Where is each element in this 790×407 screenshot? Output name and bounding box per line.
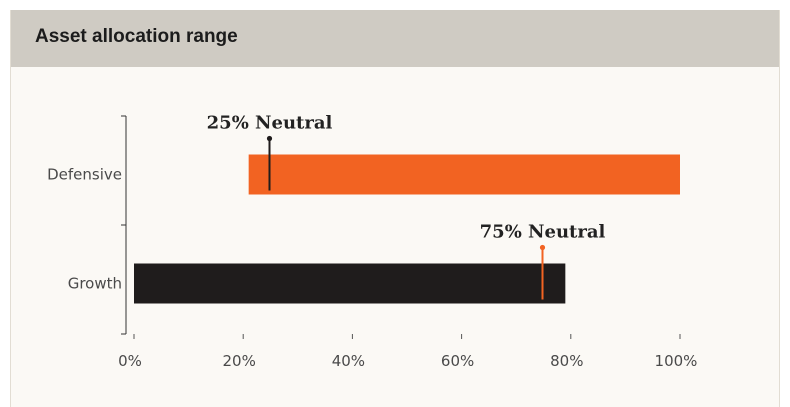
card-header: Asset allocation range xyxy=(11,10,779,67)
chart-card: Asset allocation range xyxy=(10,10,780,407)
x-tick-label: 80% xyxy=(550,352,583,370)
bar-layer xyxy=(134,154,680,304)
x-tick-label: 0% xyxy=(118,352,142,370)
category-label: Growth xyxy=(68,275,122,293)
x-tick-label: 40% xyxy=(332,352,365,370)
neutral-label: 75% Neutral xyxy=(480,222,606,243)
chart-title: Asset allocation range xyxy=(35,26,238,47)
annotation-layer: 25% Neutral 75% Neutral xyxy=(207,113,606,300)
x-tick-label: 20% xyxy=(223,352,256,370)
neutral-label: 25% Neutral xyxy=(207,113,333,134)
category-label: Defensive xyxy=(47,166,122,184)
axis-layer: 0% 20% 40% 60% 80% 100% Defensive Growth xyxy=(47,115,698,370)
x-tick-label: 60% xyxy=(441,352,474,370)
neutral-marker-dot xyxy=(266,135,273,142)
bar-growth xyxy=(134,263,566,304)
x-tick-label: 100% xyxy=(655,352,698,370)
neutral-marker-dot xyxy=(539,244,546,251)
bar-defensive xyxy=(248,154,680,195)
